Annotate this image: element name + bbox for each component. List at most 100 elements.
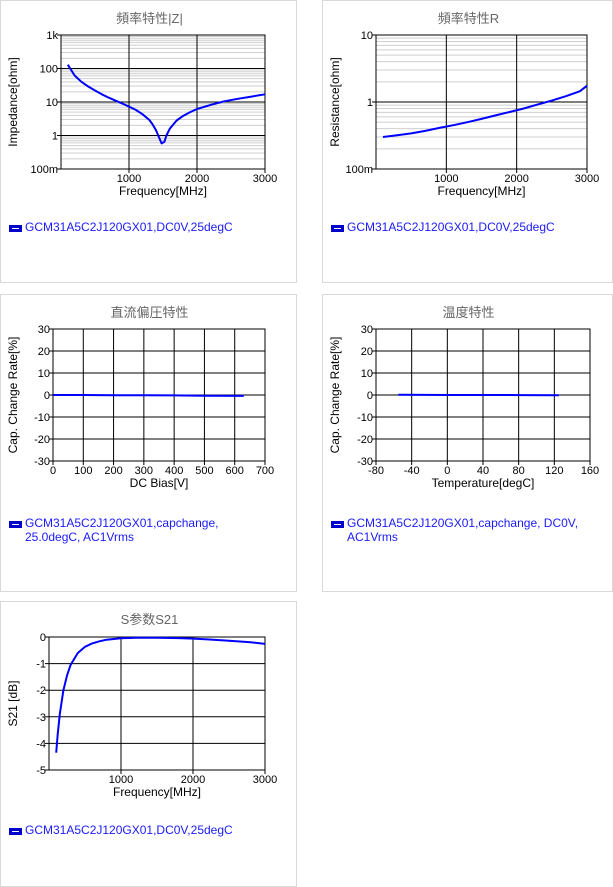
- chart-title: 直流偏圧特性: [110, 305, 188, 320]
- y-tick-label: -20: [34, 434, 50, 446]
- y-tick-label: 30: [361, 324, 373, 336]
- x-tick-label: 0: [444, 465, 450, 477]
- x-tick-label: 40: [477, 465, 489, 477]
- legend-label: GCM31A5C2J120GX01,DC0V,25degC: [25, 823, 233, 837]
- legend-label: GCM31A5C2J120GX01,capchange, DC0V, AC1Vr…: [347, 516, 579, 544]
- legend-swatch-icon: [9, 225, 22, 232]
- temperature-chart: 温度特性 -30 -20 -10 0 10 20 30 -80 -40 0 40 80 120 160 Tem…: [328, 305, 599, 490]
- y-tick-label: -30: [34, 456, 50, 468]
- legend-label: GCM31A5C2J120GX01,DC0V,25degC: [25, 220, 233, 234]
- temperature-legend[interactable]: GCM31A5C2J120GX01,capchange, DC0V, AC1Vr…: [331, 516, 578, 544]
- resistance-legend[interactable]: GCM31A5C2J120GX01,DC0V,25degC: [331, 220, 555, 234]
- x-tick-label: 2000: [185, 173, 209, 185]
- y-tick-label: -20: [357, 434, 373, 446]
- x-tick-label: 3000: [575, 173, 599, 185]
- legend-label: GCM31A5C2J120GX01,DC0V,25degC: [347, 220, 555, 234]
- x-tick-label: 2000: [181, 774, 205, 786]
- x-axis-label: Frequency[MHz]: [113, 785, 201, 799]
- x-tick-label: -40: [404, 465, 420, 477]
- y-axis-label: Impedance[ohm]: [6, 57, 20, 146]
- y-tick-label: -5: [36, 765, 46, 777]
- x-tick-label: 1000: [109, 774, 133, 786]
- y-tick-label: 10: [46, 97, 58, 109]
- y-tick-label: -3: [36, 712, 46, 724]
- y-tick-label: 100: [40, 64, 58, 76]
- x-tick-label: 160: [581, 465, 599, 477]
- y-axis-label: Cap. Change Rate[%]: [328, 337, 342, 454]
- x-tick-label: 500: [195, 465, 213, 477]
- chart-title: 頻率特性|Z|: [116, 11, 183, 26]
- x-tick-label: 200: [104, 465, 122, 477]
- x-axis-label: Temperature[degC]: [432, 476, 535, 490]
- impedance-chart: 頻率特性|Z| 100m 1 10 100 1k 1000 2000 3000 Frequency…: [6, 11, 277, 198]
- y-axis-label: Resistance[ohm]: [328, 57, 342, 146]
- y-axis-label: S21 [dB]: [6, 680, 20, 726]
- impedance-chart-panel: 頻率特性|Z| 100m 1 10 100 1k 1000 2000 3000 Frequency…: [0, 0, 297, 283]
- series-line: [66, 64, 266, 145]
- plot-frame: [48, 636, 266, 771]
- y-tick-label: 30: [38, 324, 50, 336]
- y-tick-label: 1: [52, 131, 58, 143]
- series-line: [382, 84, 588, 138]
- x-tick-label: 3000: [253, 774, 277, 786]
- impedance-legend[interactable]: GCM31A5C2J120GX01,DC0V,25degC: [9, 220, 233, 234]
- x-tick-label: 300: [135, 465, 153, 477]
- y-tick-label: 20: [361, 346, 373, 358]
- x-tick-label: 2000: [504, 173, 528, 185]
- x-axis-label: Frequency[MHz]: [119, 184, 207, 198]
- dc-bias-chart-panel: 直流偏圧特性 -30 -20 -10 0 10 20 30 0 100 200 300 400 500 60…: [0, 294, 297, 592]
- y-tick-label: -10: [357, 412, 373, 424]
- x-axis-label: DC Bias[V]: [130, 476, 189, 490]
- x-tick-label: 0: [50, 465, 56, 477]
- y-tick-label: 20: [38, 346, 50, 358]
- temperature-chart-panel: 温度特性 -30 -20 -10 0 10 20 30 -80 -40 0 40 80 120 160 Tem…: [322, 294, 613, 592]
- x-tick-label: 80: [513, 465, 525, 477]
- legend-swatch-icon: [331, 521, 344, 528]
- x-tick-label: 100: [74, 465, 92, 477]
- dc-bias-legend[interactable]: GCM31A5C2J120GX01,capchange, 25.0degC, A…: [9, 516, 218, 544]
- chart-title: S参数S21: [121, 612, 179, 627]
- x-axis-label: Frequency[MHz]: [437, 184, 525, 198]
- plot-frame: [375, 34, 588, 170]
- legend-swatch-icon: [9, 828, 22, 835]
- series-line: [53, 394, 244, 397]
- resistance-chart-panel: 頻率特性R 100m 1 10 1000 2000 3000 Frequency[MHz] Re…: [322, 0, 613, 283]
- y-tick-label: 100m: [30, 164, 58, 176]
- plot-frame: [375, 328, 591, 462]
- chart-title: 頻率特性R: [438, 11, 499, 26]
- y-tick-label: 0: [367, 390, 373, 402]
- x-tick-label: 1000: [434, 173, 458, 185]
- s21-chart: S参数S21 -5 -4 -3 -2 -1 0 1000 2000 3000 Frequency[M…: [6, 612, 277, 799]
- y-tick-label: -4: [36, 738, 46, 750]
- y-tick-label: 10: [361, 368, 373, 380]
- y-tick-label: -30: [357, 456, 373, 468]
- resistance-chart: 頻率特性R 100m 1 10 1000 2000 3000 Frequency[MHz] Re…: [328, 11, 599, 198]
- y-tick-label: 0: [40, 632, 46, 644]
- y-tick-label: 100m: [345, 164, 373, 176]
- x-tick-label: 1000: [117, 173, 141, 185]
- y-tick-label: 0: [44, 390, 50, 402]
- y-tick-label: 10: [361, 30, 373, 42]
- x-tick-label: 120: [545, 465, 563, 477]
- x-tick-label: 600: [226, 465, 244, 477]
- s21-chart-panel: S参数S21 -5 -4 -3 -2 -1 0 1000 2000 3000 Frequency[M…: [0, 601, 297, 887]
- series-line: [55, 636, 266, 753]
- x-tick-label: 3000: [253, 173, 277, 185]
- s21-legend[interactable]: GCM31A5C2J120GX01,DC0V,25degC: [9, 823, 233, 837]
- y-tick-label: 10: [38, 368, 50, 380]
- legend-label: GCM31A5C2J120GX01,capchange, 25.0degC, A…: [25, 516, 219, 544]
- x-tick-label: -80: [368, 465, 384, 477]
- y-tick-label: 1k: [46, 30, 58, 42]
- chart-title: 温度特性: [442, 305, 494, 320]
- x-tick-label: 700: [256, 465, 274, 477]
- plot-frame: [60, 34, 266, 170]
- y-axis-label: Cap. Change Rate[%]: [6, 337, 20, 454]
- y-tick-label: -1: [36, 659, 46, 671]
- y-tick-label: -2: [36, 685, 46, 697]
- legend-swatch-icon: [331, 225, 344, 232]
- legend-swatch-icon: [9, 521, 22, 528]
- y-tick-label: 1: [367, 97, 373, 109]
- x-tick-label: 400: [165, 465, 183, 477]
- y-tick-label: -10: [34, 412, 50, 424]
